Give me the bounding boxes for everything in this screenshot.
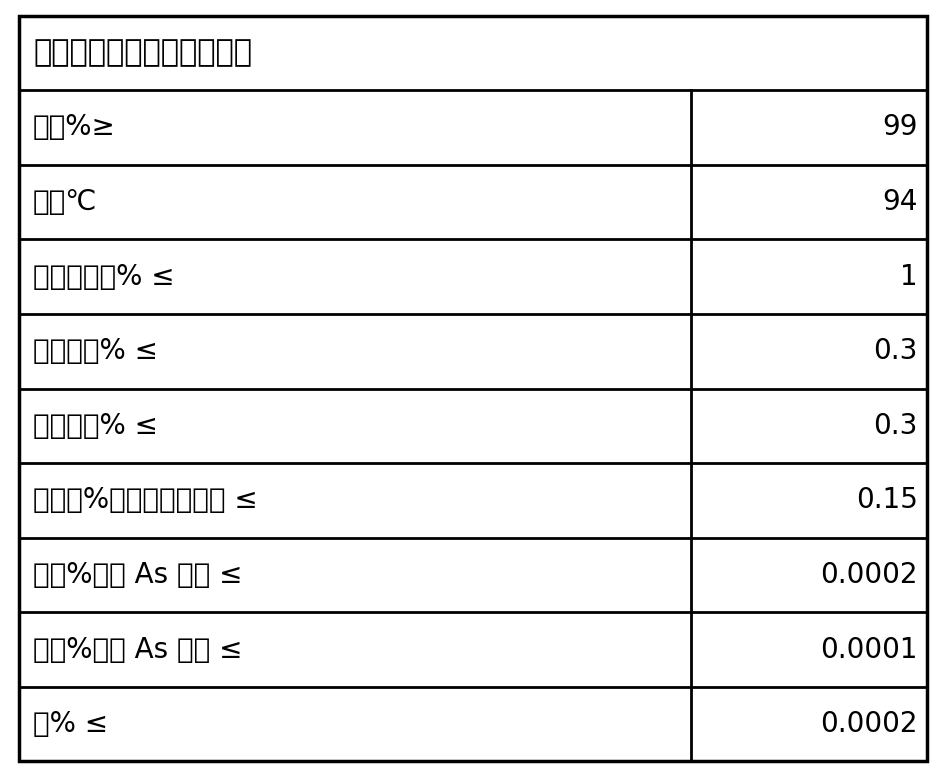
Bar bbox=[19, 612, 691, 687]
Text: 砷（%，以 As 计） ≤: 砷（%，以 As 计） ≤ bbox=[33, 561, 242, 589]
Text: 0.3: 0.3 bbox=[873, 412, 918, 440]
Text: 干燥失重% ≤: 干燥失重% ≤ bbox=[33, 337, 158, 365]
Bar bbox=[691, 463, 927, 538]
Text: 0.0002: 0.0002 bbox=[820, 561, 918, 589]
Bar bbox=[19, 165, 691, 239]
Bar bbox=[19, 314, 691, 388]
Text: 镍% ≤: 镍% ≤ bbox=[33, 710, 108, 738]
Text: 0.3: 0.3 bbox=[873, 337, 918, 365]
Bar bbox=[691, 388, 927, 463]
Text: 还原糖%（以葡糖糖计） ≤: 还原糖%（以葡糖糖计） ≤ bbox=[33, 486, 257, 514]
Text: 99: 99 bbox=[882, 113, 918, 141]
Text: 熔点℃: 熔点℃ bbox=[33, 188, 97, 216]
Text: 铅（%，以 As 计） ≤: 铅（%，以 As 计） ≤ bbox=[33, 636, 242, 664]
Bar bbox=[691, 612, 927, 687]
Text: 灼伤残渣% ≤: 灼伤残渣% ≤ bbox=[33, 412, 158, 440]
Bar bbox=[19, 463, 691, 538]
Bar bbox=[19, 16, 927, 90]
Text: 0.0001: 0.0001 bbox=[820, 636, 918, 664]
Text: 含量%≥: 含量%≥ bbox=[33, 113, 115, 141]
Bar bbox=[19, 687, 691, 761]
Bar bbox=[691, 314, 927, 388]
Bar bbox=[19, 239, 691, 314]
Bar bbox=[691, 687, 927, 761]
Text: 1: 1 bbox=[900, 263, 918, 291]
Text: 某知名品牌木糖醇化验数据: 某知名品牌木糖醇化验数据 bbox=[33, 38, 253, 68]
Text: 94: 94 bbox=[883, 188, 918, 216]
Bar bbox=[19, 538, 691, 612]
Text: 0.15: 0.15 bbox=[856, 486, 918, 514]
Bar bbox=[691, 90, 927, 165]
Bar bbox=[691, 538, 927, 612]
Bar bbox=[19, 388, 691, 463]
Bar bbox=[691, 165, 927, 239]
Text: 其他多元醇% ≤: 其他多元醇% ≤ bbox=[33, 263, 175, 291]
Bar bbox=[691, 239, 927, 314]
Text: 0.0002: 0.0002 bbox=[820, 710, 918, 738]
Bar bbox=[19, 90, 691, 165]
